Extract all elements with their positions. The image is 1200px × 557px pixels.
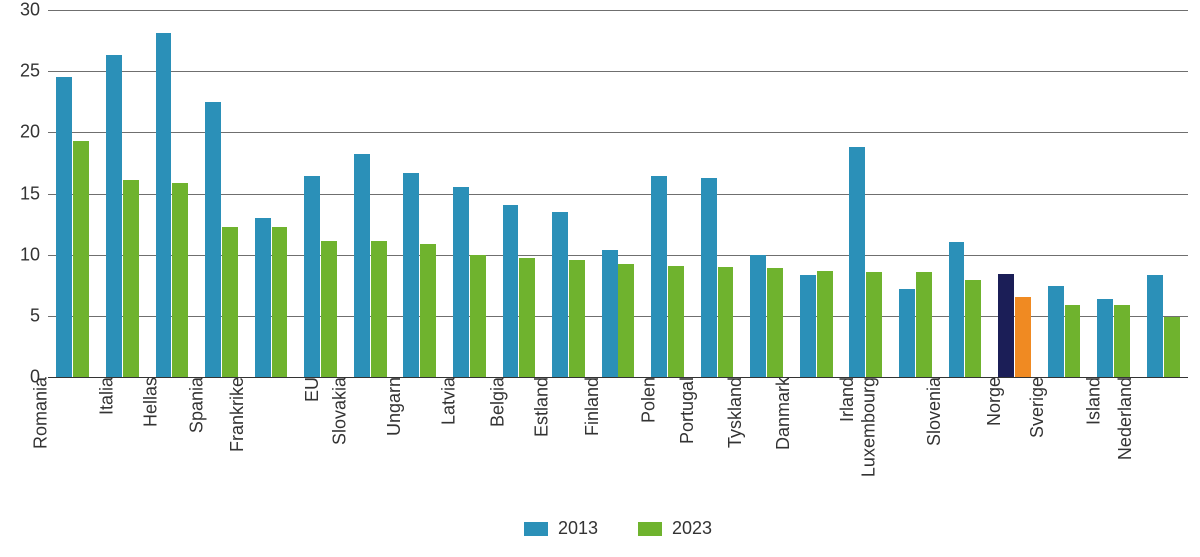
x-tick-label: Danmark <box>765 377 794 450</box>
x-tick-label: Slovakia <box>322 377 351 445</box>
x-tick-label: Norge <box>976 377 1005 426</box>
x-tick-label: Romania <box>22 377 51 449</box>
bar <box>156 33 172 377</box>
bar <box>1147 275 1163 377</box>
bar <box>569 260 585 377</box>
bar <box>866 272 882 377</box>
bar <box>222 227 238 377</box>
y-tick-label: 15 <box>20 183 48 204</box>
x-tick-label: Polen <box>630 377 659 423</box>
bar <box>56 77 72 377</box>
legend-swatch <box>638 522 662 536</box>
bar <box>354 154 370 377</box>
x-tick-label: Sverige <box>1019 377 1048 438</box>
x-tick-label: Portugal <box>669 377 698 444</box>
bar <box>420 244 436 377</box>
bar <box>1048 286 1064 377</box>
x-tick-label: Luxembourg <box>851 377 880 477</box>
gridline <box>48 71 1188 72</box>
legend-label: 2023 <box>672 518 712 539</box>
bar <box>503 205 519 377</box>
x-tick-label: Latvia <box>431 377 460 425</box>
bar <box>1065 305 1081 377</box>
bar <box>255 218 271 377</box>
bar <box>321 241 337 377</box>
bar <box>1015 297 1031 377</box>
gridline <box>48 10 1188 11</box>
bar <box>304 176 320 377</box>
bar <box>767 268 783 377</box>
y-tick-label: 30 <box>20 0 48 21</box>
legend-label: 2013 <box>558 518 598 539</box>
bar <box>899 289 915 377</box>
bar <box>618 264 634 377</box>
x-tick-label: Spania <box>179 377 208 433</box>
legend-item: 2013 <box>524 518 598 539</box>
bar <box>1114 305 1130 377</box>
bar <box>750 255 766 377</box>
bar <box>718 267 734 377</box>
bar <box>1164 317 1180 377</box>
bar <box>552 212 568 377</box>
bar <box>849 147 865 377</box>
bar-chart: 051015202530RomaniaItaliaHellasSpaniaFra… <box>0 0 1200 557</box>
y-tick-label: 20 <box>20 122 48 143</box>
bar <box>272 227 288 377</box>
legend-swatch <box>524 522 548 536</box>
bar <box>1097 299 1113 377</box>
bar <box>668 266 684 377</box>
x-tick-label: Nederland <box>1107 377 1136 460</box>
bar <box>998 274 1014 377</box>
bar <box>403 173 419 377</box>
x-tick-label: Frankrike <box>219 377 248 452</box>
x-tick-label: Hellas <box>132 377 161 427</box>
x-tick-label: Finland <box>574 377 603 436</box>
bar <box>73 141 89 377</box>
plot-area: 051015202530RomaniaItaliaHellasSpaniaFra… <box>48 10 1188 377</box>
y-tick-label: 5 <box>30 305 48 326</box>
x-tick-label: Italia <box>89 377 118 415</box>
bar <box>965 280 981 377</box>
x-tick-label: Slovenia <box>916 377 945 446</box>
legend-item: 2023 <box>638 518 712 539</box>
y-tick-label: 10 <box>20 244 48 265</box>
x-tick-label: EU <box>294 377 323 402</box>
bar <box>817 271 833 377</box>
x-tick-label: Ungarn <box>376 377 405 436</box>
bar <box>106 55 122 377</box>
y-tick-label: 25 <box>20 61 48 82</box>
bar <box>800 275 816 377</box>
bar <box>371 241 387 377</box>
bar <box>172 183 188 378</box>
legend: 2013 2023 <box>48 518 1188 539</box>
bar <box>453 187 469 377</box>
x-tick-label: Belgia <box>479 377 508 427</box>
bar <box>949 242 965 377</box>
bar <box>651 176 667 377</box>
bar <box>123 180 139 377</box>
bar <box>205 102 221 377</box>
bar <box>602 250 618 377</box>
x-tick-label: Estland <box>524 377 553 437</box>
x-tick-label: Island <box>1075 377 1104 425</box>
bar <box>519 258 535 377</box>
bar <box>916 272 932 377</box>
x-tick-label: Tyskland <box>717 377 746 448</box>
bar <box>470 255 486 377</box>
bar <box>701 178 717 377</box>
